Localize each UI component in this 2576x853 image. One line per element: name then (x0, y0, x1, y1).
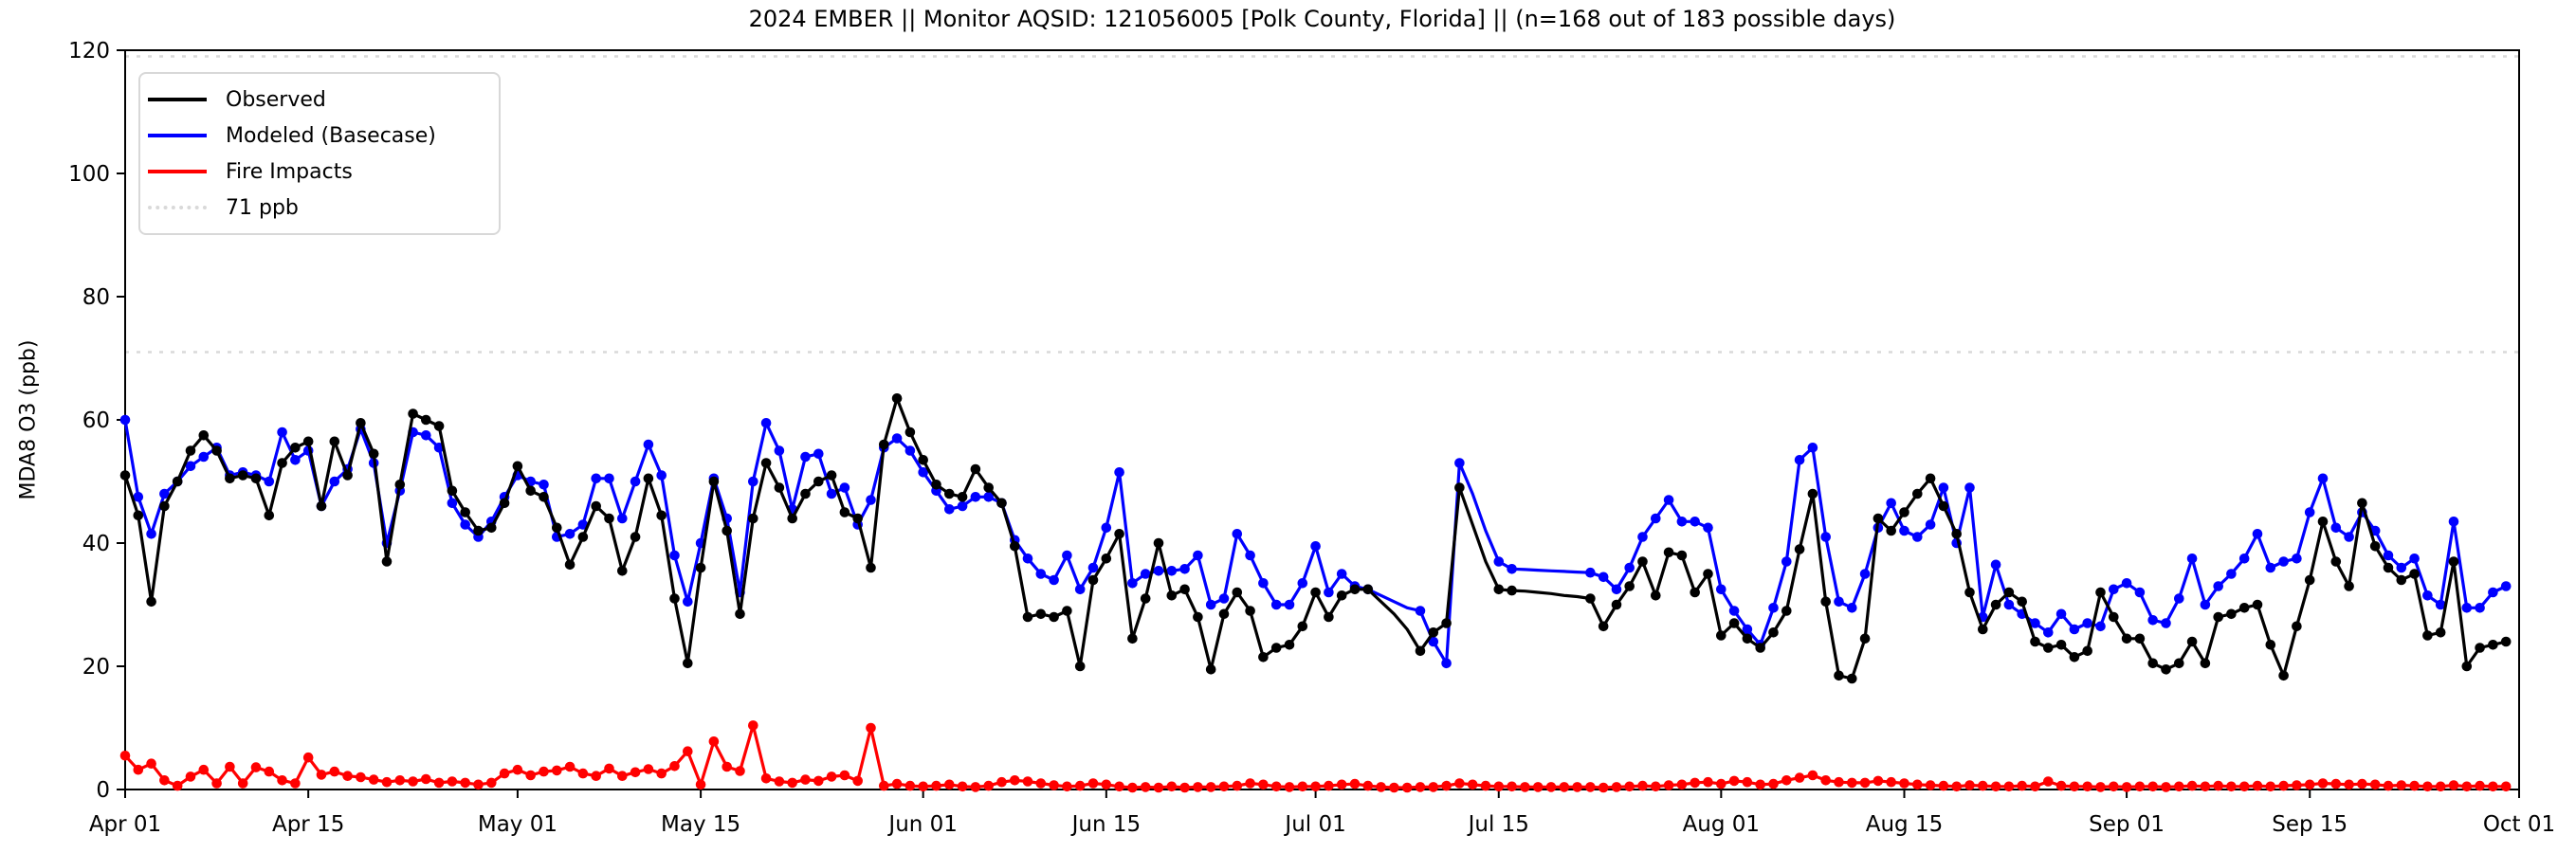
legend-item-label: Fire Impacts (226, 159, 353, 184)
svg-text:Jul 01: Jul 01 (1283, 812, 1345, 837)
x-axis: Apr 01 Apr 15 May 01 May 15 Jun 01 Jun 15 Jul … (89, 789, 2555, 837)
legend-item-threshold: 71 ppb (148, 191, 499, 224)
legend-item-label: Modeled (Basecase) (226, 123, 436, 148)
legend-item-observed: Observed (148, 83, 499, 116)
svg-text:Sep 01: Sep 01 (2089, 812, 2165, 837)
chart-title: 2024 EMBER || Monitor AQSID: 121056005 [… (748, 6, 1896, 32)
svg-text:Apr 15: Apr 15 (272, 812, 344, 837)
svg-text:80: 80 (82, 285, 110, 310)
svg-text:Jul 15: Jul 15 (1467, 812, 1529, 837)
legend-item-label: 71 ppb (226, 195, 299, 220)
svg-text:100: 100 (68, 162, 110, 187)
svg-text:60: 60 (82, 408, 110, 433)
svg-text:Oct 01: Oct 01 (2483, 812, 2555, 837)
svg-text:Aug 15: Aug 15 (1866, 812, 1944, 837)
svg-text:120: 120 (68, 39, 110, 64)
svg-text:Jun 15: Jun 15 (1070, 812, 1142, 837)
observed-line-swatch (148, 98, 207, 101)
legend-item-fire: Fire Impacts (148, 155, 499, 188)
legend: Observed Modeled (Basecase) Fire Impacts… (138, 72, 501, 235)
svg-text:Aug 01: Aug 01 (1683, 812, 1761, 837)
svg-text:Apr 01: Apr 01 (89, 812, 161, 837)
svg-text:May 15: May 15 (661, 812, 740, 837)
series-observed (119, 393, 2512, 684)
fire-line-swatch (148, 170, 207, 173)
svg-text:May 01: May 01 (478, 812, 557, 837)
y-axis: 0 20 40 60 80 100 120 (68, 39, 125, 803)
series-fire-impacts (119, 720, 2512, 793)
svg-text:Sep 15: Sep 15 (2272, 812, 2348, 837)
legend-item-modeled: Modeled (Basecase) (148, 119, 499, 152)
svg-text:20: 20 (82, 655, 110, 680)
svg-text:0: 0 (96, 778, 110, 803)
threshold-line-swatch (148, 206, 207, 209)
legend-item-label: Observed (226, 87, 326, 112)
svg-text:Jun 01: Jun 01 (886, 812, 958, 837)
svg-text:40: 40 (82, 532, 110, 556)
modeled-line-swatch (148, 134, 207, 137)
series-modeled-basecase- (119, 414, 2512, 669)
